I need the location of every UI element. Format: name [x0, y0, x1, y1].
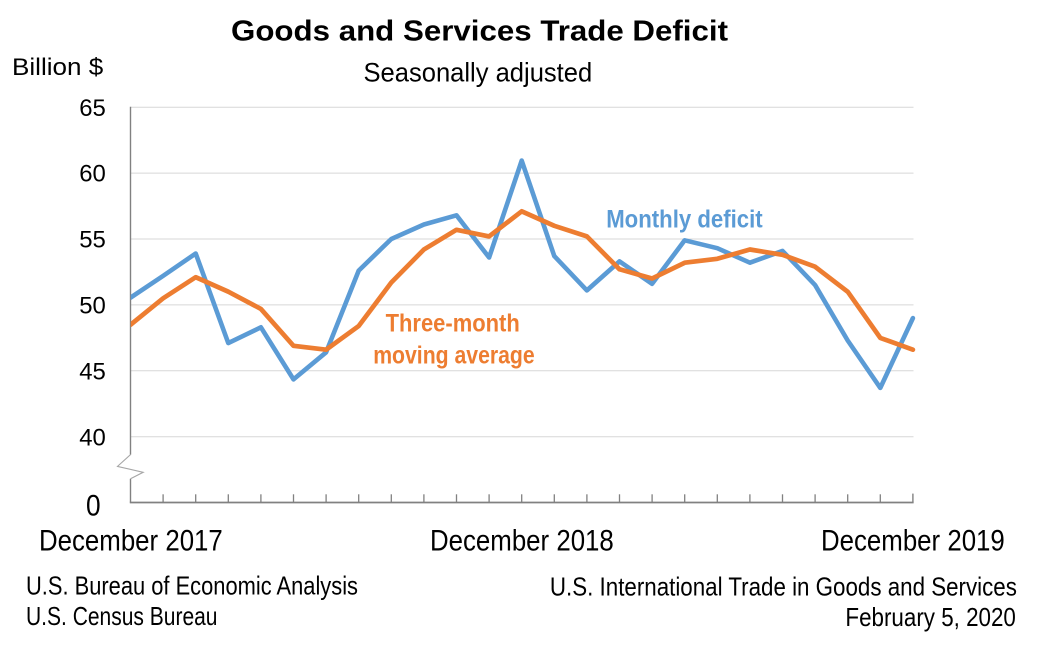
svg-text:December 2019: December 2019	[821, 524, 1005, 557]
svg-text:Seasonally adjusted: Seasonally adjusted	[364, 58, 593, 88]
svg-text:U.S. Bureau of Economic Analys: U.S. Bureau of Economic Analysis	[26, 571, 358, 601]
svg-text:50: 50	[79, 293, 106, 320]
svg-text:moving average: moving average	[373, 341, 535, 369]
svg-text:Billion $: Billion $	[12, 54, 103, 81]
svg-text:U.S. Census Bureau: U.S. Census Bureau	[26, 601, 218, 631]
svg-text:Goods and Services Trade Defic: Goods and Services Trade Deficit	[231, 16, 728, 48]
svg-text:February 5, 2020: February 5, 2020	[845, 602, 1016, 632]
svg-text:0: 0	[86, 489, 101, 522]
svg-text:55: 55	[79, 227, 106, 254]
svg-text:Monthly deficit: Monthly deficit	[606, 205, 763, 233]
svg-text:December 2018: December 2018	[430, 524, 614, 557]
svg-text:Three-month: Three-month	[386, 310, 520, 338]
svg-text:45: 45	[79, 358, 106, 385]
svg-text:65: 65	[79, 95, 106, 122]
svg-text:60: 60	[79, 161, 106, 188]
svg-text:U.S. International Trade in Go: U.S. International Trade in Goods and Se…	[550, 572, 1017, 602]
svg-text:40: 40	[79, 424, 106, 451]
svg-text:December 2017: December 2017	[39, 524, 223, 557]
